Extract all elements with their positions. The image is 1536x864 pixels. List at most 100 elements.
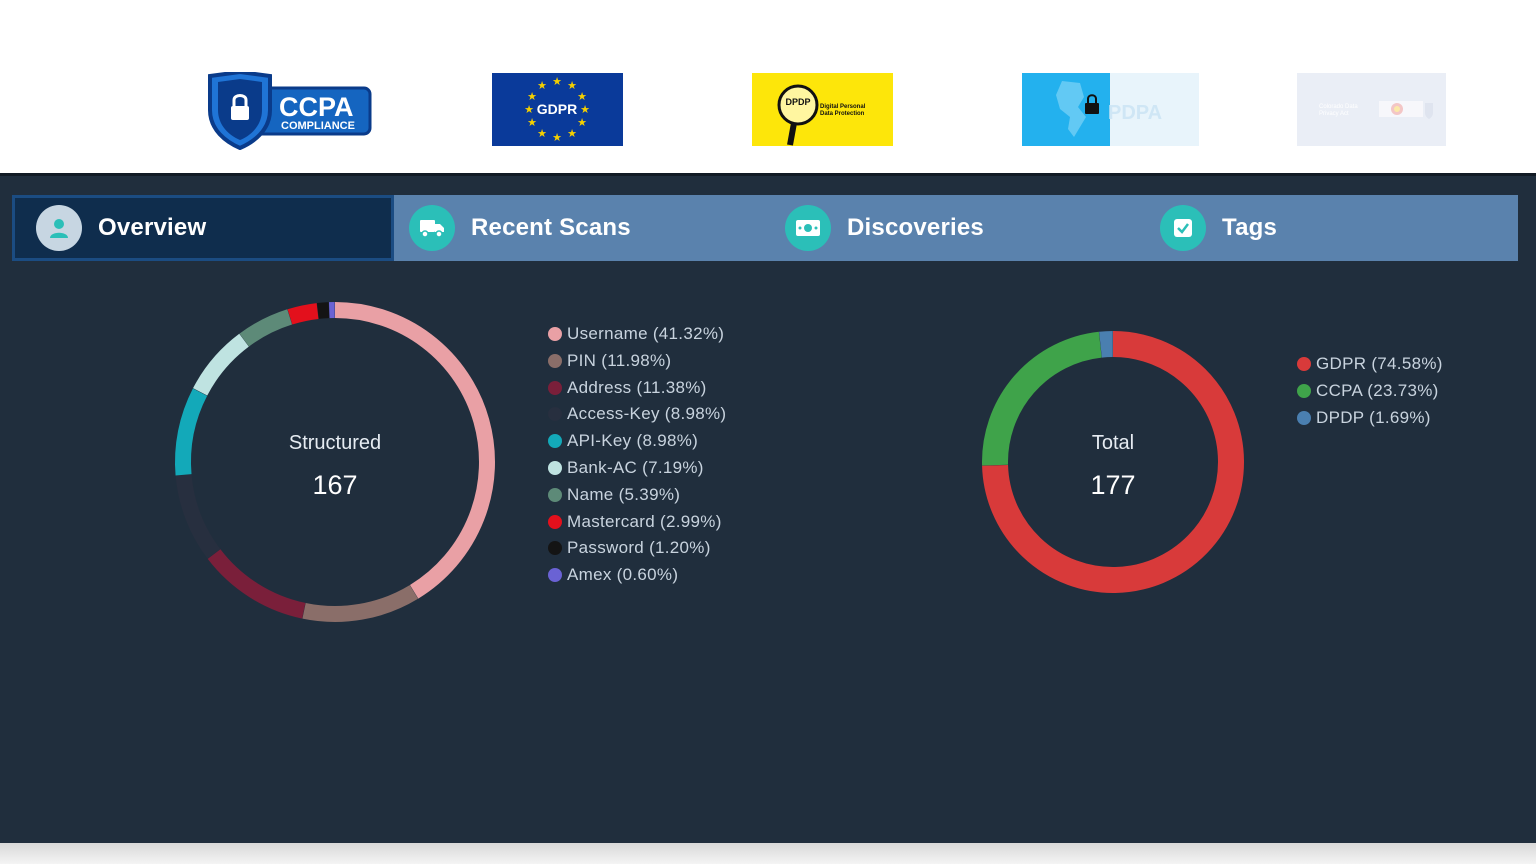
legend-label: Username (41.32%) [567,324,725,343]
legend-label: Access-Key (8.98%) [567,404,727,424]
svg-text:★: ★ [552,75,562,88]
dpdp-logo-badge: DPDP [785,97,810,107]
legend-dot [548,568,562,583]
lock-icon [1085,103,1099,114]
tab-label: Tags [1222,214,1278,241]
donut-slice-password[interactable] [316,302,330,319]
legend-item-access-key[interactable]: Access-Key (8.98%) [548,404,726,424]
ccpa-compliance-logo: CCPA COMPLIANCE [208,72,372,150]
legend-dot [548,353,562,368]
colorado-data-privacy-logo: Colorado Data Privacy Act [1297,73,1446,146]
legend-item-name[interactable]: Name (5.39%) [548,485,680,505]
svg-text:★: ★ [524,103,534,116]
legend-label: Bank-AC (7.19%) [567,458,704,477]
tab-label: Recent Scans [471,214,631,241]
pdpa-logo: PDPA [1022,73,1199,146]
legend-item-username[interactable]: Username (41.32%) [548,324,724,344]
lock-icon [231,106,249,120]
gdpr-logo: ★ ★★★ ★★★★ ★★★★ GDPR [492,73,623,146]
donut-slice-username[interactable] [334,302,495,599]
tab-label: Discoveries [847,214,984,241]
gdpr-logo-text: GDPR [537,101,577,117]
svg-text:★: ★ [577,90,587,103]
svg-text:★: ★ [567,79,577,92]
legend-dot [548,434,562,449]
dashboard-panel: Overview Recent Scans Discoveries Tags S… [0,173,1536,843]
legend-dot [548,514,562,529]
tab-label: Overview [98,214,207,241]
legend-dot [548,407,562,422]
legend-label: Amex (0.60%) [567,565,679,585]
legend-item-password[interactable]: Password (1.20%) [548,538,711,558]
chart-center-total: 167 [312,470,357,500]
donut-slice-pin[interactable] [302,585,419,622]
svg-text:★: ★ [567,127,577,140]
legend-item-gdpr[interactable]: GDPR (74.58%) [1297,354,1443,374]
user-icon [36,205,82,251]
tab-overview[interactable]: Overview [12,195,394,261]
legend-dot [548,327,562,341]
svg-text:★: ★ [527,90,537,103]
ccpa-logo-subtitle: COMPLIANCE [281,120,355,132]
dpdp-logo-line2: Data Protection [820,111,865,117]
structured-donut-chart: Structured 167 [175,302,495,622]
legend-label: CCPA (23.73%) [1316,380,1439,400]
legend-dot [1297,410,1311,425]
legend-label: Mastercard (2.99%) [567,511,722,531]
cdpa-logo-line2: Privacy Act [1319,111,1349,117]
legend-item-bank-ac[interactable]: Bank-AC (7.19%) [548,458,704,478]
ccpa-logo-title: CCPA [279,92,354,122]
tab-recent-scans[interactable]: Recent Scans [409,195,769,261]
legend-dot [548,380,562,395]
donut-slice-gdpr[interactable] [982,331,1244,593]
dpdp-logo-line1: Digital Personal [820,104,866,110]
donut-slice-access-key[interactable] [175,474,221,559]
page-bottom [0,843,1536,864]
legend-dot [1297,357,1311,371]
legend-label: DPDP (1.69%) [1316,407,1431,427]
svg-text:★: ★ [527,116,537,129]
legend-item-dpdp[interactable]: DPDP (1.69%) [1297,408,1431,428]
pdpa-logo-text: PDPA [1108,102,1162,124]
chart-center-total: 177 [1090,470,1135,500]
svg-text:★: ★ [580,103,590,116]
legend-item-ccpa[interactable]: CCPA (23.73%) [1297,381,1439,401]
svg-text:★: ★ [577,116,587,129]
chart-center-label: Total [1092,432,1134,454]
legend-dot [1297,383,1311,398]
legend-label: Password (1.20%) [567,538,711,558]
regulation-donut-chart: Total 177 [982,331,1244,593]
legend-label: Address (11.38%) [567,377,707,397]
donut-slice-bank-ac[interactable] [193,333,249,396]
donut-slice-address[interactable] [207,549,306,619]
compliance-logos: CCPA COMPLIANCE ★ ★ ★ ★ ★ ★ ★ ★ ★ ★ ★ ★ GDPR DPDP… [0,0,1536,172]
legend-item-api-key[interactable]: API-Key (8.98%) [548,431,698,451]
chart-center-label: Structured [289,432,381,454]
legend-label: Name (5.39%) [567,484,681,504]
truck-icon [409,205,455,251]
legend-label: PIN (11.98%) [567,350,672,370]
legend-item-mastercard[interactable]: Mastercard (2.99%) [548,512,722,532]
legend-label: GDPR (74.58%) [1316,354,1443,373]
donut-slice-mastercard[interactable] [287,303,319,325]
donut-slice-ccpa[interactable] [982,331,1102,466]
tab-tags[interactable]: Tags [1160,195,1518,261]
legend-dot [548,487,562,502]
tab-discoveries[interactable]: Discoveries [785,195,1145,261]
legend-dot [548,461,562,475]
svg-text:★: ★ [537,127,547,140]
donut-slice-name[interactable] [239,309,293,347]
legend-item-address[interactable]: Address (11.38%) [548,378,707,398]
donut-slice-api-key[interactable] [175,388,208,476]
svg-text:★: ★ [552,131,562,144]
legend-label: API-Key (8.98%) [567,431,699,451]
legend-item-pin[interactable]: PIN (11.98%) [548,351,671,371]
money-icon [785,205,831,251]
dpdp-logo: DPDP Digital Personal Data Protection [752,73,893,146]
checkbox-icon [1160,205,1206,251]
cdpa-logo-line1: Colorado Data [1319,104,1358,110]
tab-bar: Overview Recent Scans Discoveries Tags [12,195,1518,261]
donut-slice-dpdp[interactable] [1099,331,1113,358]
legend-item-amex[interactable]: Amex (0.60%) [548,565,678,585]
svg-text:★: ★ [537,79,547,92]
